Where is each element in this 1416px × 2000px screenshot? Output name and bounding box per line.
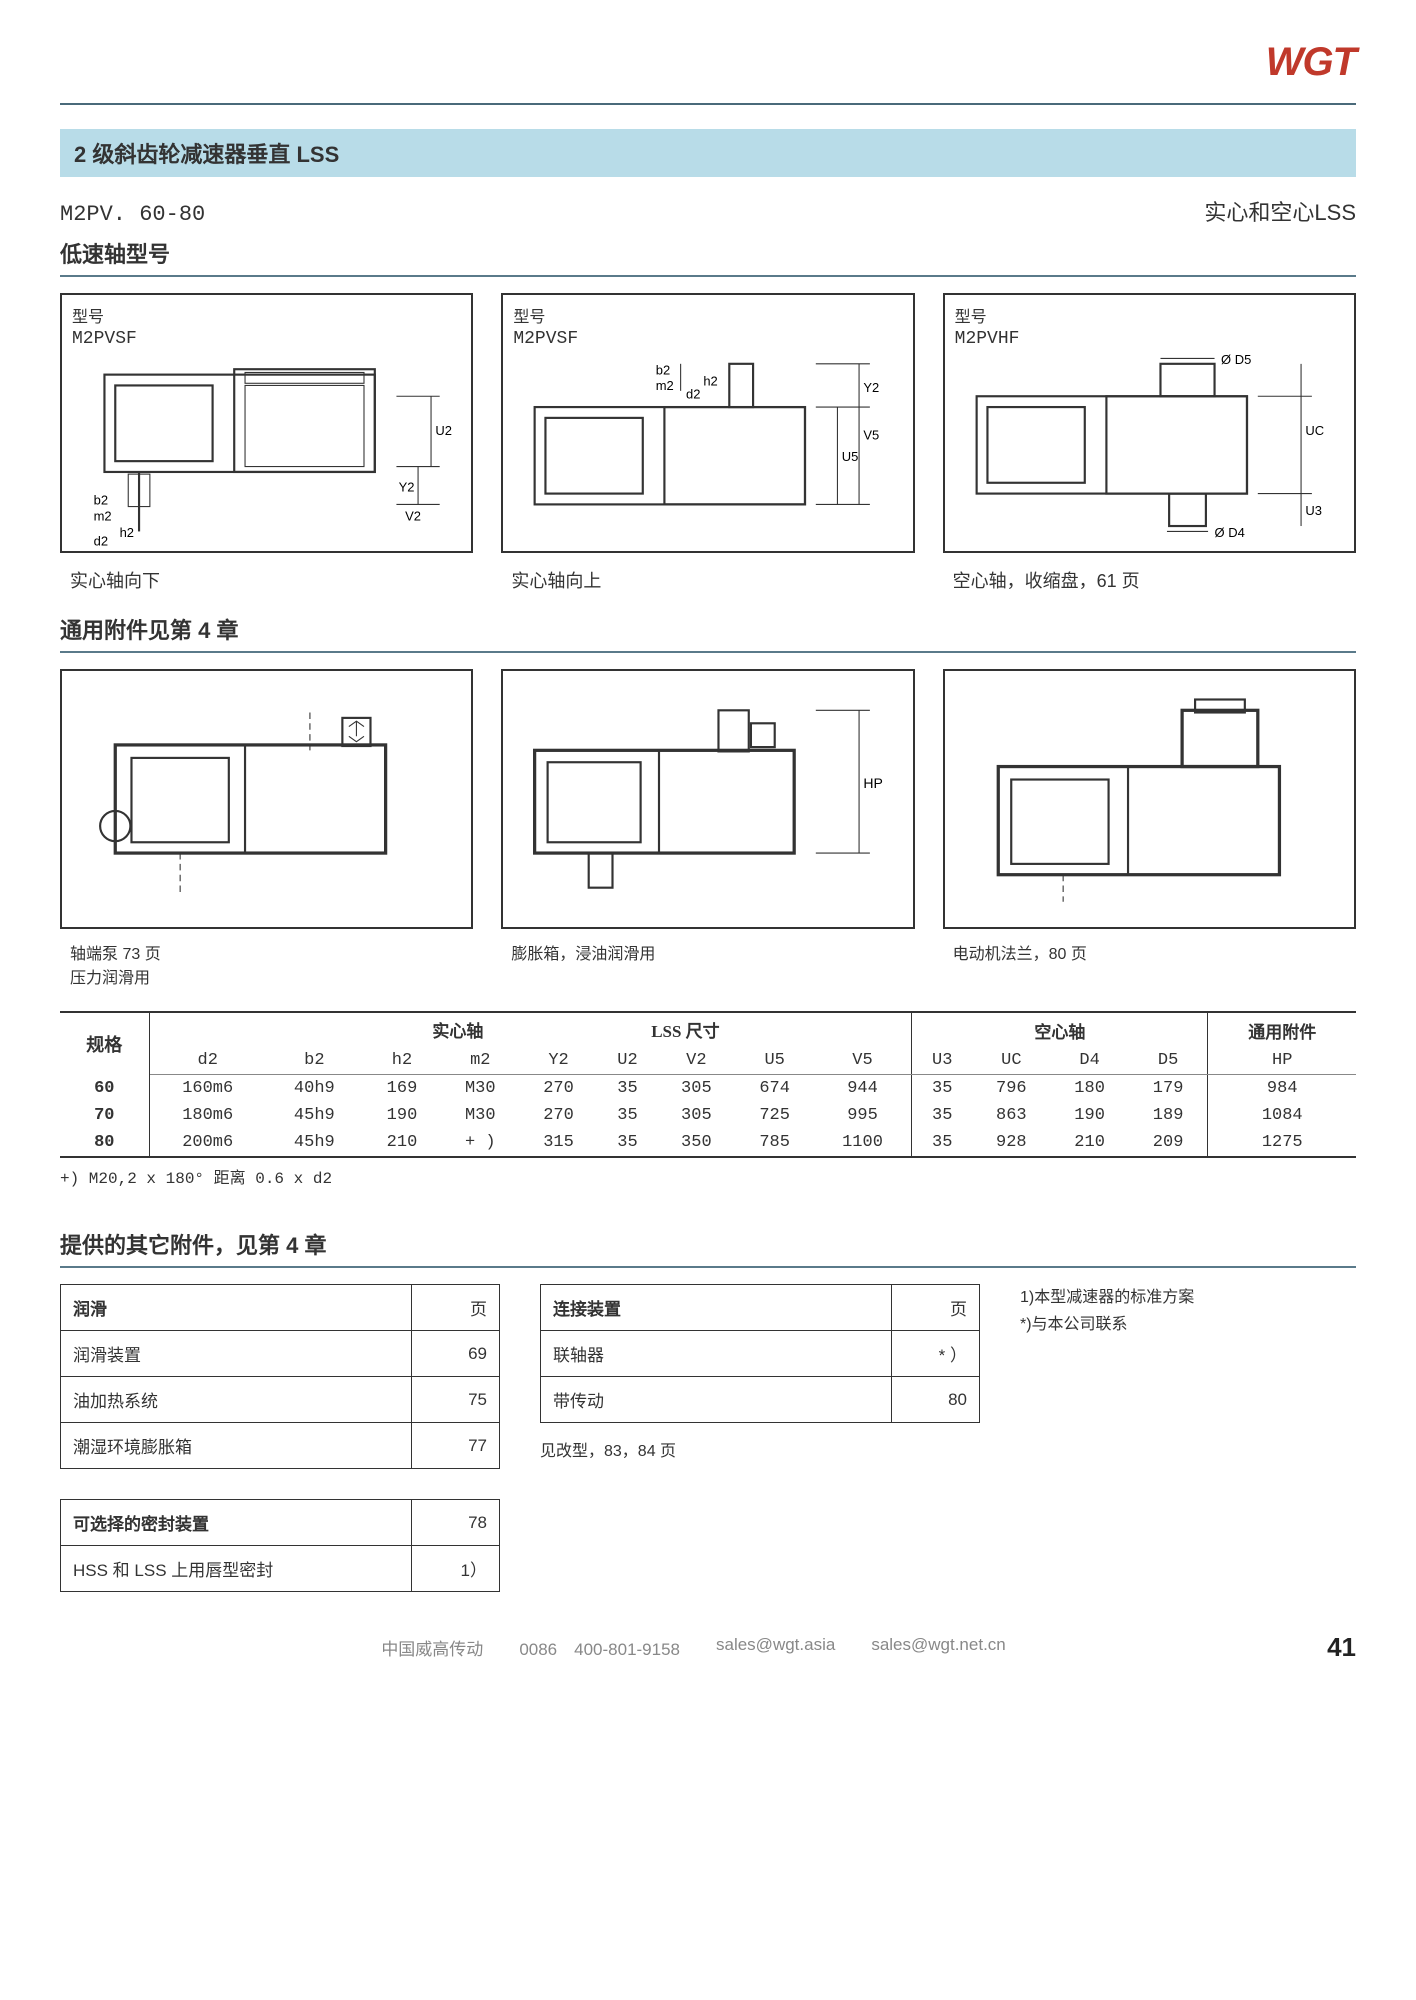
figure-box: HP [501, 669, 914, 929]
svg-text:h2: h2 [704, 373, 718, 388]
footer-email: sales@wgt.net.cn [871, 1635, 1005, 1660]
figure-row-1: 型号 M2PVSF U2 Y2 [60, 293, 1356, 593]
section-title: 2 级斜齿轮减速器垂直 LSS [60, 129, 1356, 177]
svg-text:V5: V5 [864, 428, 880, 443]
table-row: 带传动80 [541, 1377, 980, 1423]
figure-model: M2PVHF [955, 329, 1344, 349]
small-tables-row: 润滑 页 润滑装置69油加热系统75潮湿环境膨胀箱77 可选择的密封装置 78 … [60, 1284, 1356, 1592]
pump-drawing-icon [72, 679, 461, 919]
table-header: 页 [412, 1285, 500, 1331]
table-row: d2 b2 h2 m2 Y2 U2 V2 U5 V5 U3 UC D4 D5 H… [60, 1047, 1356, 1075]
table-footnote: +) M20,2 x 180° 距离 0.6 x d2 [60, 1164, 1356, 1188]
figure-card: 电动机法兰，80 页 [943, 669, 1356, 991]
table-row: 70180m645h9190M3027035305725995358631901… [60, 1102, 1356, 1129]
expansion-tank-drawing-icon: HP [513, 679, 902, 919]
svg-text:d2: d2 [94, 533, 108, 547]
page-number: 41 [1327, 1632, 1356, 1663]
table-row: 润滑 页 [61, 1285, 500, 1331]
figure-row-2: 轴端泵 73 页 压力润滑用 HP 膨胀箱 [60, 669, 1356, 991]
svg-text:Y2: Y2 [399, 479, 415, 494]
figure-label: 型号 [72, 303, 461, 327]
svg-text:b2: b2 [656, 363, 670, 378]
svg-text:HP: HP [864, 775, 884, 791]
table-row: 80200m645h9210+ )31535350785110035928210… [60, 1129, 1356, 1157]
table-row: 可选择的密封装置 78 [61, 1500, 500, 1546]
svg-text:Y2: Y2 [864, 380, 880, 395]
figure-card: 型号 M2PVSF U2 Y2 [60, 293, 473, 593]
figure-label: 型号 [955, 303, 1344, 327]
figure-card: HP 膨胀箱，浸油润滑用 [501, 669, 914, 991]
table-row: HSS 和 LSS 上用唇型密封1） [61, 1546, 500, 1592]
svg-text:Ø D4: Ø D4 [1214, 525, 1244, 540]
figure-card: 型号 M2PVSF b2 m2 d2 h2 U5 [501, 293, 914, 593]
svg-text:Ø D5: Ø D5 [1221, 353, 1251, 367]
side-notes: 1)本型减速器的标准方案 *)与本公司联系 [1020, 1284, 1194, 1338]
figure-box [943, 669, 1356, 929]
table-row: 联轴器* ） [541, 1331, 980, 1377]
table-header: 连接装置 [541, 1285, 892, 1331]
col-group-hollow: 空心轴 [912, 1012, 1208, 1047]
brand-logo: WGT [1266, 40, 1356, 85]
page-footer: 中国威高传动 0086 400-801-9158 sales@wgt.asia … [60, 1632, 1356, 1663]
figure-card: 型号 M2PVHF Ø D5 Ø D4 UC [943, 293, 1356, 593]
model-code: M2PV. 60-80 [60, 202, 205, 227]
table-header: 78 [412, 1500, 500, 1546]
page-header: WGT [60, 30, 1356, 103]
dimension-table: 规格 实心轴 LSS 尺寸 空心轴 通用附件 d2 b2 h2 m2 Y2 U2… [60, 1011, 1356, 1158]
svg-text:UC: UC [1305, 423, 1324, 438]
figure-box [60, 669, 473, 929]
table-row: 连接装置 页 [541, 1285, 980, 1331]
table-row: 60160m640h9169M3027035305674944357961801… [60, 1075, 1356, 1103]
figure-card: 轴端泵 73 页 压力润滑用 [60, 669, 473, 991]
figure-caption: 实心轴向下 [60, 567, 473, 593]
figure-box: 型号 M2PVSF U2 Y2 [60, 293, 473, 553]
motor-flange-drawing-icon [955, 679, 1344, 919]
figure-caption: 实心轴向上 [501, 567, 914, 593]
footer-phone: 0086 400-801-9158 [519, 1635, 680, 1660]
figure-caption: 空心轴，收缩盘，61 页 [943, 567, 1356, 593]
right-note: 实心和空心LSS [1204, 195, 1356, 227]
svg-text:d2: d2 [686, 386, 700, 401]
connection-table: 连接装置 页 联轴器* ）带传动80 [540, 1284, 980, 1423]
gearbox-drawing-icon: U2 Y2 V2 b2 m2 h2 d2 [72, 353, 461, 548]
figure-model: M2PVSF [72, 329, 461, 349]
gearbox-drawing-icon: b2 m2 d2 h2 U5 Y2 V5 [513, 353, 902, 548]
col-spec: 规格 [60, 1012, 149, 1075]
svg-text:b2: b2 [94, 492, 108, 507]
figure-caption: 轴端泵 73 页 压力润滑用 [60, 943, 473, 991]
table-row: 润滑装置69 [61, 1331, 500, 1377]
table-row: 规格 实心轴 LSS 尺寸 空心轴 通用附件 [60, 1012, 1356, 1047]
subhead-accessories: 通用附件见第 4 章 [60, 613, 1356, 653]
lubrication-table: 润滑 页 润滑装置69油加热系统75潮湿环境膨胀箱77 [60, 1284, 500, 1469]
seal-table: 可选择的密封装置 78 HSS 和 LSS 上用唇型密封1） [60, 1499, 500, 1592]
footer-email: sales@wgt.asia [716, 1635, 835, 1660]
col-group-acc: 通用附件 [1208, 1012, 1356, 1047]
svg-text:U5: U5 [842, 449, 859, 464]
model-row: M2PV. 60-80 实心和空心LSS [60, 195, 1356, 227]
figure-box: 型号 M2PVHF Ø D5 Ø D4 UC [943, 293, 1356, 553]
figure-model: M2PVSF [513, 329, 902, 349]
figure-caption: 膨胀箱，浸油润滑用 [501, 943, 914, 967]
svg-text:m2: m2 [656, 378, 674, 393]
table-header: 润滑 [61, 1285, 412, 1331]
svg-text:m2: m2 [94, 509, 112, 524]
svg-text:V2: V2 [405, 509, 421, 524]
gearbox-drawing-icon: Ø D5 Ø D4 UC U3 [955, 353, 1344, 548]
table-row: 潮湿环境膨胀箱77 [61, 1423, 500, 1469]
svg-text:U2: U2 [435, 423, 452, 438]
table-row: 油加热系统75 [61, 1377, 500, 1423]
header-rule [60, 103, 1356, 105]
table-header: 可选择的密封装置 [61, 1500, 412, 1546]
subhead-lowspeed: 低速轴型号 [60, 237, 1356, 277]
figure-caption: 电动机法兰，80 页 [943, 943, 1356, 967]
svg-text:h2: h2 [120, 525, 134, 540]
figure-label: 型号 [513, 303, 902, 327]
col-group-solid: 实心轴 LSS 尺寸 [149, 1012, 912, 1047]
footer-company: 中国威高传动 [381, 1635, 483, 1660]
svg-text:U3: U3 [1305, 503, 1322, 518]
connection-note: 见改型，83，84 页 [540, 1437, 980, 1461]
figure-box: 型号 M2PVSF b2 m2 d2 h2 U5 [501, 293, 914, 553]
table-header: 页 [892, 1285, 980, 1331]
subhead-other-acc: 提供的其它附件，见第 4 章 [60, 1228, 1356, 1268]
